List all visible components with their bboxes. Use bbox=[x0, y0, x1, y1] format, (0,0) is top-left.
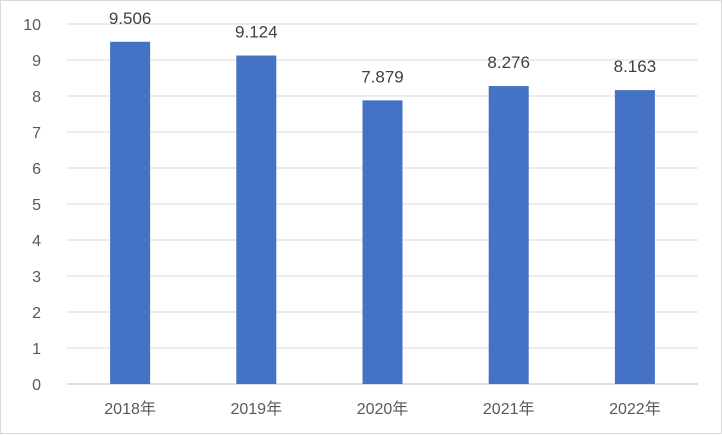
data-label: 7.879 bbox=[361, 67, 404, 86]
y-tick-label: 10 bbox=[23, 17, 41, 34]
data-labels: 9.506 9.124 7.879 8.276 8.163 bbox=[109, 9, 656, 87]
x-tick-label: 2018年 bbox=[104, 400, 156, 418]
bars bbox=[110, 41, 655, 385]
y-tick-label: 9 bbox=[32, 53, 41, 70]
bar bbox=[362, 100, 403, 384]
y-tick-label: 0 bbox=[32, 377, 41, 394]
data-label: 8.276 bbox=[487, 53, 530, 72]
x-tick-label: 2019年 bbox=[230, 400, 282, 418]
y-tick-label: 1 bbox=[32, 341, 41, 358]
y-tick-label: 8 bbox=[32, 89, 41, 106]
x-tick-label: 2021年 bbox=[483, 400, 535, 418]
data-label: 8.163 bbox=[614, 57, 657, 76]
x-tick-label: 2020年 bbox=[357, 400, 409, 418]
y-axis-ticks: 0 1 2 3 4 5 6 7 8 9 10 bbox=[23, 17, 41, 394]
bar bbox=[488, 86, 529, 385]
y-tick-label: 2 bbox=[32, 305, 41, 322]
y-tick-label: 4 bbox=[32, 233, 41, 250]
bar bbox=[614, 90, 655, 384]
y-tick-label: 5 bbox=[32, 197, 41, 214]
data-label: 9.124 bbox=[235, 23, 278, 42]
bar bbox=[236, 55, 277, 384]
y-tick-label: 7 bbox=[32, 125, 41, 142]
bar bbox=[110, 41, 151, 385]
data-label: 9.506 bbox=[109, 9, 152, 28]
x-tick-label: 2022年 bbox=[609, 400, 661, 418]
y-tick-label: 3 bbox=[32, 269, 41, 286]
y-tick-label: 6 bbox=[32, 161, 41, 178]
x-axis-ticks: 2018年 2019年 2020年 2021年 2022年 bbox=[104, 400, 660, 418]
